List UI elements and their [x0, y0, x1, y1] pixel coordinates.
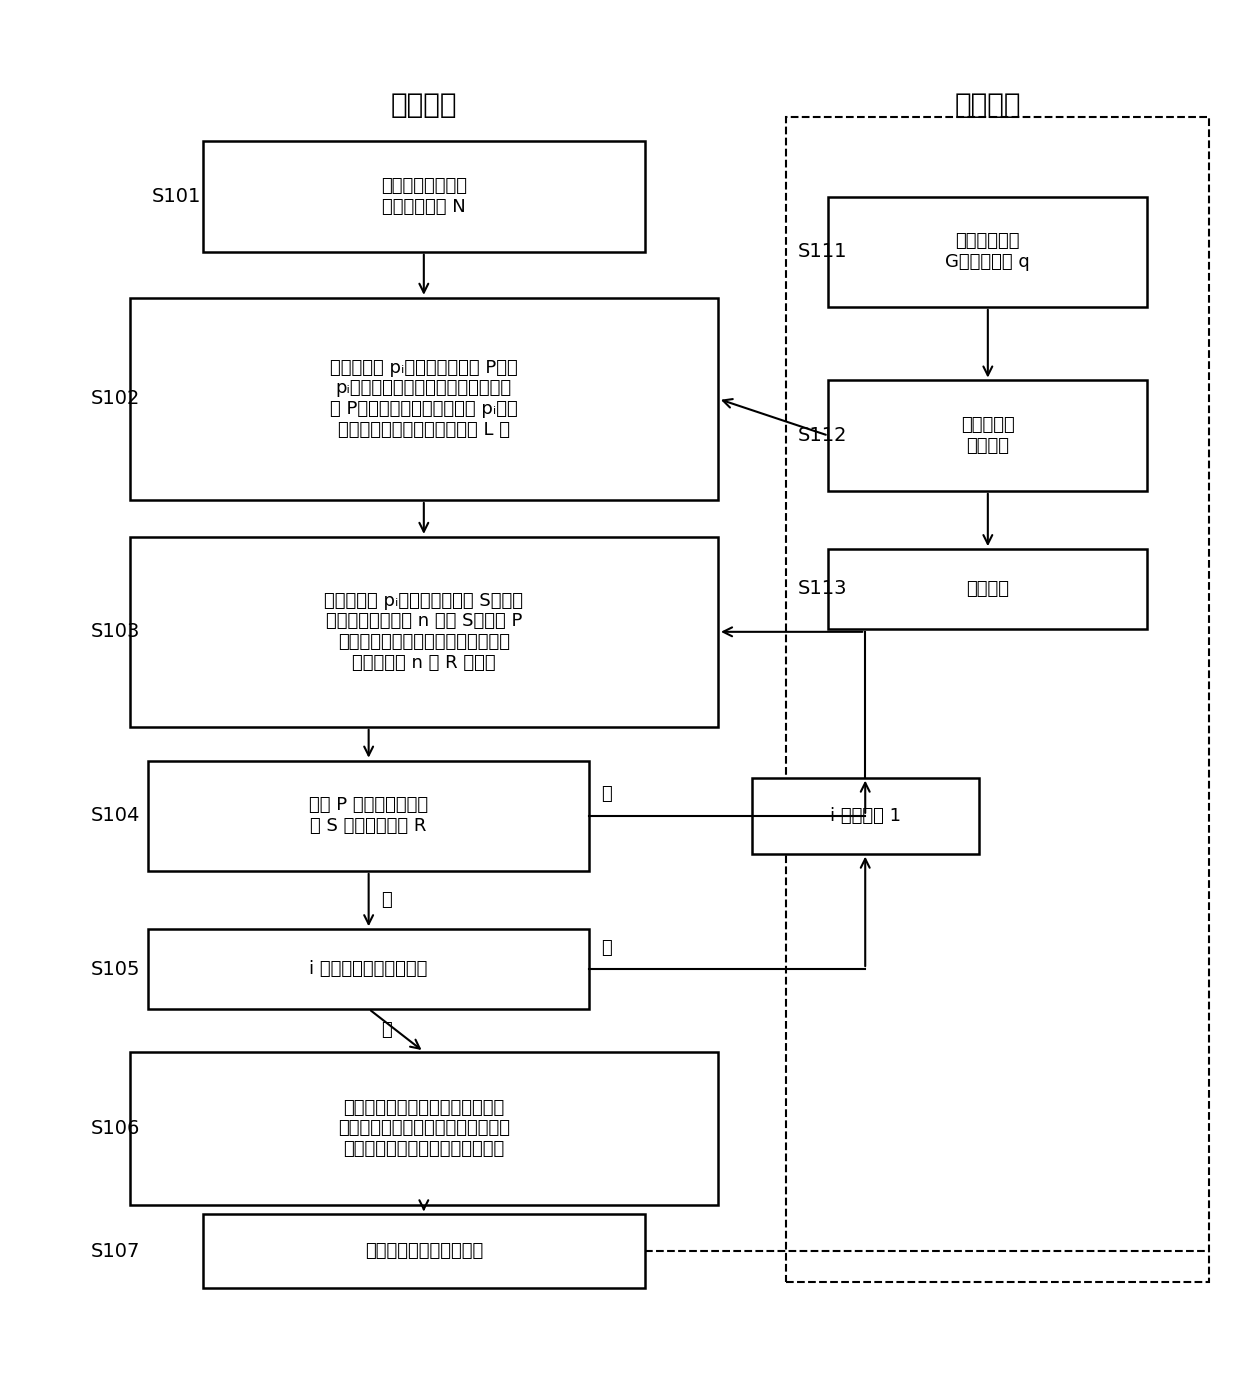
Bar: [828, 196, 1147, 306]
Text: 对数据库点 pᵢ，建立索引点集 P，将
pᵢ的近邻和近邻的近邻都加入索引点
集 P。将索引点集内的点按到 pᵢ的距
离的升序排序，只保留最近的 L 个: 对数据库点 pᵢ，建立索引点集 P，将 pᵢ的近邻和近邻的近邻都加入索引点 集 …: [330, 359, 517, 440]
Text: S102: S102: [91, 389, 140, 408]
Text: S107: S107: [91, 1242, 140, 1260]
Text: S103: S103: [91, 622, 140, 642]
Text: S112: S112: [797, 426, 847, 445]
Bar: [203, 142, 645, 251]
Text: 对高维数据库建立
近似最近邻图 N: 对高维数据库建立 近似最近邻图 N: [381, 177, 466, 216]
Text: 输出结果: 输出结果: [966, 580, 1009, 598]
Bar: [751, 778, 978, 853]
Text: S111: S111: [797, 242, 847, 261]
Text: 是: 是: [381, 890, 392, 910]
Text: 离线阶段: 离线阶段: [391, 91, 458, 118]
Bar: [148, 929, 589, 1009]
Text: 将得到的图作为结果输出: 将得到的图作为结果输出: [365, 1242, 482, 1260]
Bar: [828, 550, 1147, 629]
Bar: [828, 381, 1147, 491]
Bar: [785, 117, 1209, 1282]
Text: S104: S104: [91, 807, 140, 826]
Text: 点集 P 为空，或结果点
集 S 达到预定大小 R: 点集 P 为空，或结果点 集 S 达到预定大小 R: [309, 797, 428, 835]
Text: 在线阶段: 在线阶段: [955, 91, 1021, 118]
Text: S105: S105: [91, 959, 140, 978]
Bar: [129, 537, 718, 727]
Text: 贪婪近似最
近邻检索: 贪婪近似最 近邻检索: [961, 416, 1014, 455]
Bar: [129, 298, 718, 500]
Text: 是: 是: [381, 1021, 392, 1039]
Bar: [148, 761, 589, 871]
Text: i 是否大于数据库点总数: i 是否大于数据库点总数: [310, 960, 428, 978]
Text: 否: 否: [601, 786, 613, 804]
Text: S101: S101: [151, 187, 201, 206]
Text: S113: S113: [797, 580, 847, 599]
Text: S106: S106: [91, 1118, 140, 1138]
Bar: [203, 1215, 645, 1287]
Bar: [129, 1051, 718, 1205]
Text: 输入卫星系图
G，待检索点 q: 输入卫星系图 G，待检索点 q: [945, 232, 1030, 271]
Text: 检测中间结果图中存在的强连通分
量，并在相邻发现的强连通分量之间
添加双向边，构成完整的强连通图: 检测中间结果图中存在的强连通分 量，并在相邻发现的强连通分量之间 添加双向边，构…: [337, 1099, 510, 1158]
Text: 否: 否: [601, 938, 613, 956]
Text: i 的值增加 1: i 的值增加 1: [830, 807, 900, 824]
Text: 对数据库点 pᵢ，建立结果点集 S，将索
引点集中的最近点 n 加入 S，并从 P
中删除并检查是否满足充分辐射性。
不满足则将 n 从 R 中删除: 对数据库点 pᵢ，建立结果点集 S，将索 引点集中的最近点 n 加入 S，并从 …: [325, 592, 523, 672]
